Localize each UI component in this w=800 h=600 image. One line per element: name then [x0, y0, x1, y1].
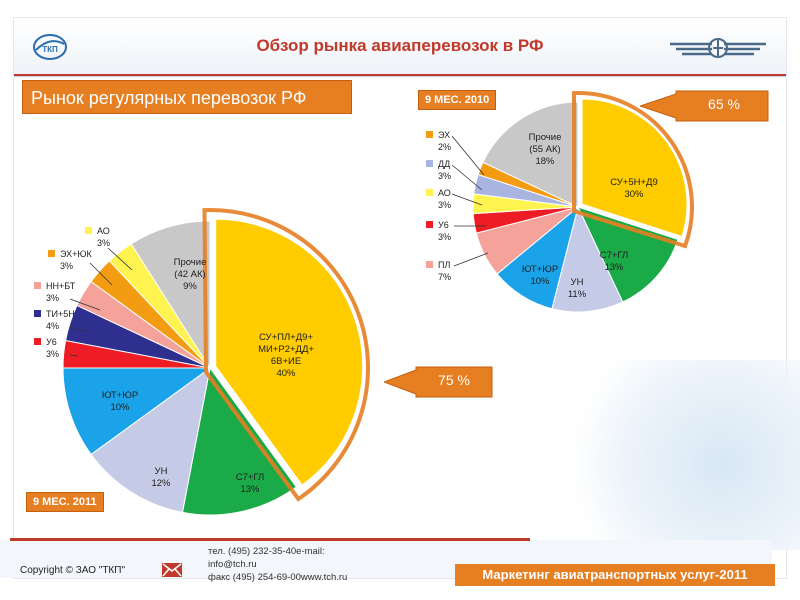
copyright-text: Copyright © ЗАО "ТКП"	[20, 565, 125, 576]
slice-label: АО 3%	[97, 226, 110, 248]
mail-icon	[162, 563, 182, 577]
footer-divider	[10, 538, 530, 541]
callout-75: 75 %	[418, 372, 490, 388]
contacts: тел. (495) 232-35-40e-mail: info@tch.ru …	[208, 545, 398, 584]
legend-swatch	[34, 338, 41, 345]
legend-swatch	[85, 227, 92, 234]
legend-swatch	[426, 189, 433, 196]
pie-2010: СУ+5Н+Д9 30%С7+ГЛ 13%УН 11%ЮТ+ЮР 10%ПЛ 7%У6 3%…	[426, 93, 692, 312]
legend-swatch	[34, 310, 41, 317]
fax-web-text: факс (495) 254-69-00www.tch.ru	[208, 571, 398, 584]
slice-label: ЭХ+ЮК 3%	[60, 249, 93, 271]
legend-swatch	[426, 160, 433, 167]
slice-label: ЭХ 2%	[438, 130, 451, 152]
period-label-2011: 9 МЕС. 2011	[26, 492, 104, 512]
email-link[interactable]: info@tch.ru	[208, 558, 398, 571]
callout-65: 65 %	[680, 96, 768, 112]
legend-swatch	[48, 250, 55, 257]
marketing-banner: Маркетинг авиатранспортных услуг-2011	[455, 564, 775, 586]
legend-swatch	[426, 221, 433, 228]
slice-label: У6 3%	[438, 220, 451, 242]
slice-label: АО 3%	[438, 188, 451, 210]
legend-swatch	[426, 131, 433, 138]
phone-text: тел. (495) 232-35-40e-mail:	[208, 545, 398, 558]
legend-swatch	[426, 261, 433, 268]
leader-line	[454, 253, 488, 266]
pie-2011: СУ+ПЛ+Д9+ МИ+Р2+ДД+ 6В+ИЕ 40%С7+ГЛ 13%УН 12%Ю…	[34, 210, 368, 515]
legend-swatch	[34, 282, 41, 289]
period-label-2010: 9 МЕС. 2010	[418, 90, 496, 110]
slice-label: У6 3%	[46, 337, 59, 359]
slice-label: ПЛ 7%	[438, 260, 451, 282]
slice-label: ДД 3%	[438, 159, 451, 181]
